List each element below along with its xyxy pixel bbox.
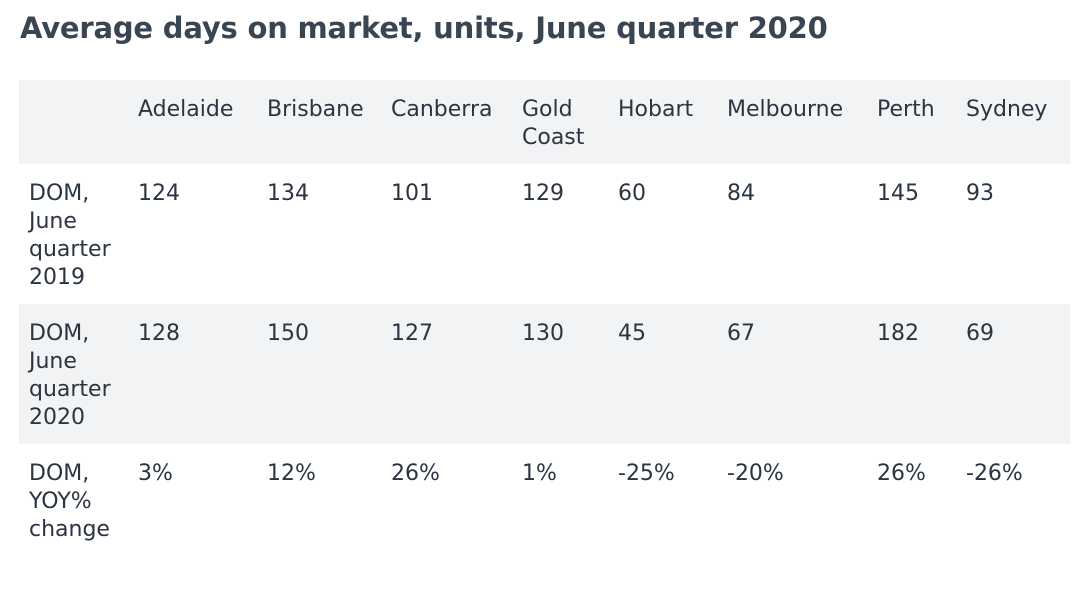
- header-cell-empty: [19, 80, 128, 164]
- table-cell: 150: [267, 321, 309, 346]
- table-row: DOM, June quarter 2020 128 150 127 130 4…: [19, 304, 1070, 444]
- table-cell: 45: [618, 321, 646, 346]
- header-cell-adelaide: Adelaide: [138, 97, 234, 122]
- header-cell-brisbane: Brisbane: [267, 97, 364, 122]
- table-cell: 12%: [267, 461, 316, 486]
- table-cell: 134: [267, 181, 309, 206]
- table-cell: 129: [522, 181, 564, 206]
- table-cell: 127: [391, 321, 433, 346]
- table-row: DOM, June quarter 2019 124 134 101 129 6…: [19, 164, 1070, 304]
- table-cell: 3%: [138, 461, 173, 486]
- header-cell-gold-coast: Gold Coast: [522, 97, 585, 150]
- table-cell: 67: [727, 321, 755, 346]
- table-cell: 128: [138, 321, 180, 346]
- row-label: DOM, June quarter 2020: [29, 321, 111, 430]
- table-cell: 1%: [522, 461, 557, 486]
- table-cell: -20%: [727, 461, 784, 486]
- table-cell: 69: [966, 321, 994, 346]
- table-cell: 26%: [391, 461, 440, 486]
- data-table: Adelaide Brisbane Canberra Gold Coast Ho…: [19, 80, 1070, 556]
- header-cell-canberra: Canberra: [391, 97, 493, 122]
- row-label: DOM, YOY% change: [29, 461, 110, 542]
- table-cell: 93: [966, 181, 994, 206]
- header-cell-sydney: Sydney: [966, 97, 1048, 122]
- table-cell: 145: [877, 181, 919, 206]
- table-cell: 60: [618, 181, 646, 206]
- table-cell: 130: [522, 321, 564, 346]
- header-cell-melbourne: Melbourne: [727, 97, 844, 122]
- table-row: DOM, YOY% change 3% 12% 26% 1% -25% -20%…: [19, 444, 1070, 556]
- header-cell-hobart: Hobart: [618, 97, 694, 122]
- table-cell: 182: [877, 321, 919, 346]
- header-cell-perth: Perth: [877, 97, 935, 122]
- table-cell: 124: [138, 181, 180, 206]
- table-cell: 26%: [877, 461, 926, 486]
- table-cell: 84: [727, 181, 755, 206]
- row-label: DOM, June quarter 2019: [29, 181, 111, 290]
- table-cell: -26%: [966, 461, 1023, 486]
- table-cell: -25%: [618, 461, 675, 486]
- header-row: Adelaide Brisbane Canberra Gold Coast Ho…: [19, 80, 1070, 164]
- chart-title: Average days on market, units, June quar…: [20, 11, 828, 45]
- table-cell: 101: [391, 181, 433, 206]
